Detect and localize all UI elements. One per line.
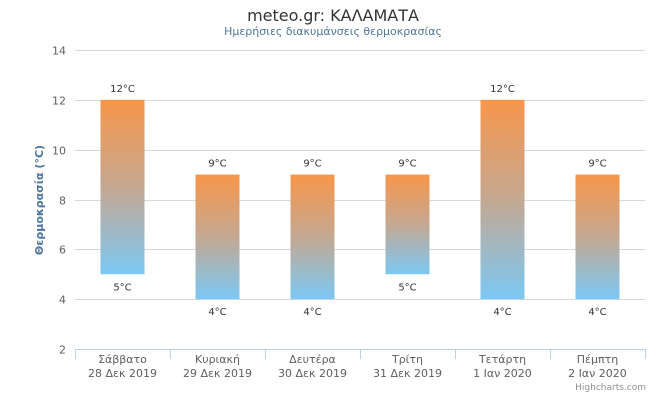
chart-subtitle: Ημερήσιες διακυμάνσεις θερμοκρασίας xyxy=(224,25,442,38)
high-label: 9°C xyxy=(588,159,606,170)
y-tick-label: 2 xyxy=(59,344,66,357)
y-tick-labels: 2 4 6 8 10 12 14 xyxy=(52,45,66,357)
x-tick-label: Πέμπτη 2 Ιαν 2020 xyxy=(568,353,627,380)
chart-title: meteo.gr: ΚΑΛΑΜΑΤΑ xyxy=(247,6,419,25)
high-label: 12°C xyxy=(490,84,515,95)
y-tick-label: 6 xyxy=(59,244,66,257)
high-label: 9°C xyxy=(208,159,226,170)
y-axis-label: Θερμοκρασία (°C) xyxy=(33,145,46,255)
low-label: 5°C xyxy=(113,282,131,293)
temperature-bar[interactable] xyxy=(575,174,620,300)
x-tick-label: Τετάρτη 1 Ιαν 2020 xyxy=(473,353,532,380)
temperature-bar[interactable] xyxy=(290,174,335,300)
temperature-bar[interactable] xyxy=(385,174,430,275)
low-label: 4°C xyxy=(493,307,511,318)
high-label: 9°C xyxy=(303,159,321,170)
x-tick-label: Κυριακή 29 Δεκ 2019 xyxy=(183,353,252,380)
y-tick-label: 4 xyxy=(59,294,66,307)
data-labels: 12°C 5°C 9°C 4°C 9°C 4°C 9°C 5°C 12°C 4°C 9°C 4°C xyxy=(110,84,607,318)
high-label: 9°C xyxy=(398,159,416,170)
low-label: 4°C xyxy=(208,307,226,318)
x-tick-label: Δευτέρα 30 Δεκ 2019 xyxy=(278,353,347,380)
low-label: 4°C xyxy=(303,307,321,318)
y-tick-label: 10 xyxy=(52,145,66,158)
x-axis: Σάββατο 28 Δεκ 2019 Κυριακή 29 Δεκ 2019 Δευτ… xyxy=(75,349,646,380)
y-tick-label: 14 xyxy=(52,45,66,58)
temperature-bar[interactable] xyxy=(195,174,240,300)
y-tick-label: 8 xyxy=(59,195,66,208)
bars xyxy=(100,99,620,300)
y-tick-label: 12 xyxy=(52,95,66,108)
gridlines xyxy=(75,50,645,300)
high-label: 12°C xyxy=(110,84,135,95)
credits-link[interactable]: Highcharts.com xyxy=(575,383,646,393)
low-label: 4°C xyxy=(588,307,606,318)
low-label: 5°C xyxy=(398,282,416,293)
x-tick-label: Σάββατο 28 Δεκ 2019 xyxy=(88,353,157,380)
x-tick-label: Τρίτη 31 Δεκ 2019 xyxy=(373,353,442,380)
temperature-bar[interactable] xyxy=(100,99,145,275)
temperature-bar[interactable] xyxy=(480,99,525,300)
